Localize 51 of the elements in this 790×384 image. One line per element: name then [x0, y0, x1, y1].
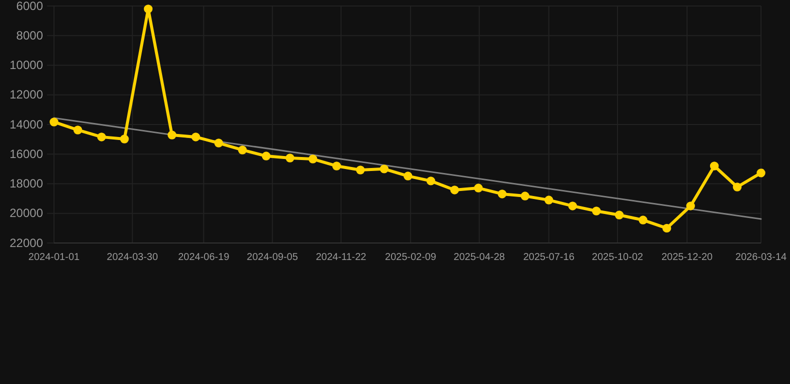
point	[450, 186, 459, 194]
point	[404, 172, 412, 180]
point	[426, 176, 436, 186]
point	[662, 224, 672, 233]
point	[73, 126, 82, 134]
y-tick-label: 14000	[10, 117, 44, 132]
point	[214, 138, 224, 148]
x-tick-label: 2025-10-02	[592, 252, 644, 264]
y-tick-label: 10000	[10, 58, 44, 72]
point	[592, 206, 601, 216]
x-tick-label: 2025-02-09	[385, 252, 437, 264]
point	[97, 132, 106, 142]
point	[332, 162, 341, 170]
y-tick-label: 6000	[16, 0, 44, 13]
point	[568, 202, 577, 210]
y-tick-label: 16000	[10, 146, 44, 161]
x-tick-label: 2024-03-30	[106, 252, 158, 264]
point	[498, 190, 507, 198]
point	[144, 4, 153, 14]
point	[262, 152, 271, 160]
point	[756, 168, 766, 178]
y-tick-label: 12000	[10, 88, 44, 102]
point	[286, 154, 294, 162]
point	[732, 182, 742, 192]
x-tick-label: 2025-12-20	[661, 252, 714, 264]
x-tick-label: 2025-04-28	[454, 252, 506, 264]
x-tick-label: 2024-11-22	[316, 252, 367, 264]
point	[308, 154, 318, 164]
y-tick-label: 22000	[10, 236, 44, 250]
x-tick-label: 2024-09-05	[246, 252, 298, 264]
point	[120, 134, 129, 144]
point	[520, 192, 530, 200]
point	[686, 202, 695, 210]
x-tick-label: 2025-07-16	[523, 252, 575, 264]
y-tick-label: 18000	[10, 176, 44, 191]
point	[238, 146, 247, 154]
y-tick-label: 8000	[16, 28, 44, 42]
point	[638, 216, 648, 224]
x-tick-label: 2024-06-19	[178, 252, 230, 264]
point	[544, 196, 554, 204]
point	[356, 166, 365, 174]
point	[191, 132, 200, 142]
point	[614, 210, 624, 220]
point	[168, 130, 176, 140]
point	[380, 164, 389, 174]
y-tick-label: 20000	[10, 206, 44, 220]
x-tick-label: 2026-03-14	[735, 252, 788, 264]
point	[474, 184, 483, 192]
point	[710, 162, 719, 170]
point	[50, 118, 58, 126]
x-tick-label: 2024-01-01	[28, 252, 80, 264]
